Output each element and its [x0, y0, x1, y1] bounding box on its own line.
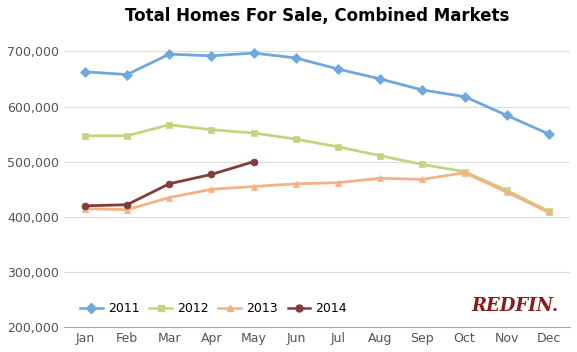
2014	[166, 182, 173, 186]
Line: 2014: 2014	[81, 158, 257, 209]
2012	[377, 153, 384, 158]
2013	[250, 184, 257, 189]
2013	[461, 171, 468, 175]
2012	[461, 170, 468, 174]
2011	[503, 113, 510, 118]
2012	[250, 131, 257, 135]
2011	[293, 56, 299, 60]
Text: REDFIN.: REDFIN.	[471, 297, 559, 315]
2012	[503, 188, 510, 193]
2012	[208, 128, 215, 132]
2011	[545, 132, 552, 136]
2013	[208, 187, 215, 191]
2014	[208, 172, 215, 176]
2011	[250, 51, 257, 55]
2013	[81, 207, 88, 211]
2013	[503, 190, 510, 194]
Line: 2012: 2012	[81, 121, 552, 215]
2013	[335, 181, 342, 185]
2011	[335, 67, 342, 71]
2014	[81, 204, 88, 208]
2011	[419, 88, 426, 92]
2013	[377, 176, 384, 180]
2011	[123, 73, 130, 77]
2014	[250, 159, 257, 164]
Line: 2011: 2011	[81, 50, 552, 138]
2012	[335, 145, 342, 149]
2012	[166, 122, 173, 127]
2011	[166, 52, 173, 56]
Legend: 2011, 2012, 2013, 2014: 2011, 2012, 2013, 2014	[80, 302, 347, 315]
2011	[377, 77, 384, 81]
2011	[208, 54, 215, 58]
2013	[293, 182, 299, 186]
2013	[419, 177, 426, 182]
Line: 2013: 2013	[81, 169, 552, 216]
2013	[123, 208, 130, 212]
2012	[293, 137, 299, 141]
2012	[123, 134, 130, 138]
2013	[166, 195, 173, 200]
2011	[81, 70, 88, 74]
Title: Total Homes For Sale, Combined Markets: Total Homes For Sale, Combined Markets	[125, 7, 509, 25]
2012	[419, 162, 426, 166]
2012	[81, 134, 88, 138]
2013	[545, 210, 552, 215]
2011	[461, 94, 468, 99]
2012	[545, 209, 552, 213]
2014	[123, 203, 130, 207]
